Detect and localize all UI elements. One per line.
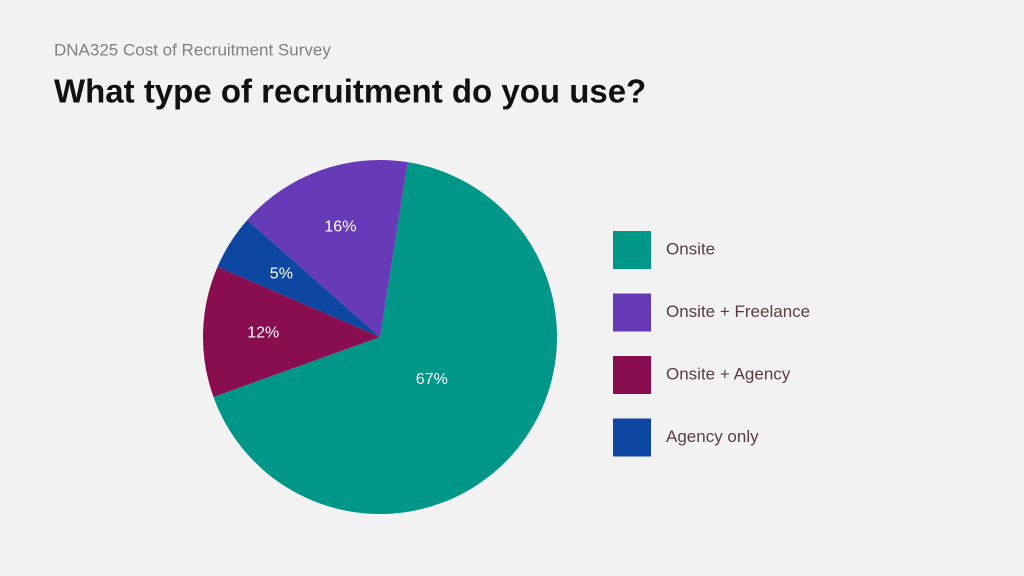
slice-label: 16% [324,218,356,235]
chart-title: What type of recruitment do you use? [54,73,646,110]
legend-swatch [613,231,651,269]
slice-label: 12% [247,325,279,342]
legend-label: Agency only [666,427,759,446]
legend-swatch [613,418,651,457]
legend-swatch [613,293,651,332]
pie-slice [247,160,408,337]
legend-swatch [613,356,651,394]
pie-slice [202,266,380,397]
legend-label: Onsite + Freelance [666,302,810,321]
slice-label: 5% [270,266,293,283]
chart-subtitle: DNA325 Cost of Recruitment Survey [54,40,331,59]
pie-slice [213,162,557,514]
legend-label: Onsite [666,239,715,258]
pie-slice [217,219,380,337]
slice-label: 67% [416,371,448,388]
legend-label: Onsite + Agency [666,364,791,383]
